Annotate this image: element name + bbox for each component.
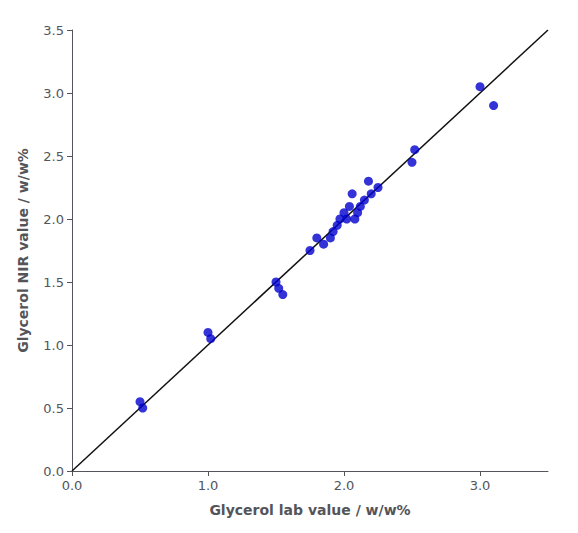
- svg-text:0.0: 0.0: [62, 478, 83, 493]
- svg-text:1.0: 1.0: [198, 478, 219, 493]
- svg-text:3.0: 3.0: [470, 478, 491, 493]
- svg-text:3.0: 3.0: [43, 86, 64, 101]
- svg-text:1.5: 1.5: [43, 275, 64, 290]
- svg-text:1.0: 1.0: [43, 338, 64, 353]
- svg-text:2.0: 2.0: [43, 212, 64, 227]
- svg-text:0.5: 0.5: [43, 401, 64, 416]
- svg-text:Glycerol lab value / w/w%: Glycerol lab value / w/w%: [209, 502, 410, 518]
- svg-text:0.0: 0.0: [43, 464, 64, 479]
- svg-text:2.0: 2.0: [334, 478, 355, 493]
- svg-text:Glycerol NIR value / w/w%: Glycerol NIR value / w/w%: [15, 148, 31, 353]
- svg-text:2.5: 2.5: [43, 149, 64, 164]
- svg-text:3.5: 3.5: [43, 23, 64, 38]
